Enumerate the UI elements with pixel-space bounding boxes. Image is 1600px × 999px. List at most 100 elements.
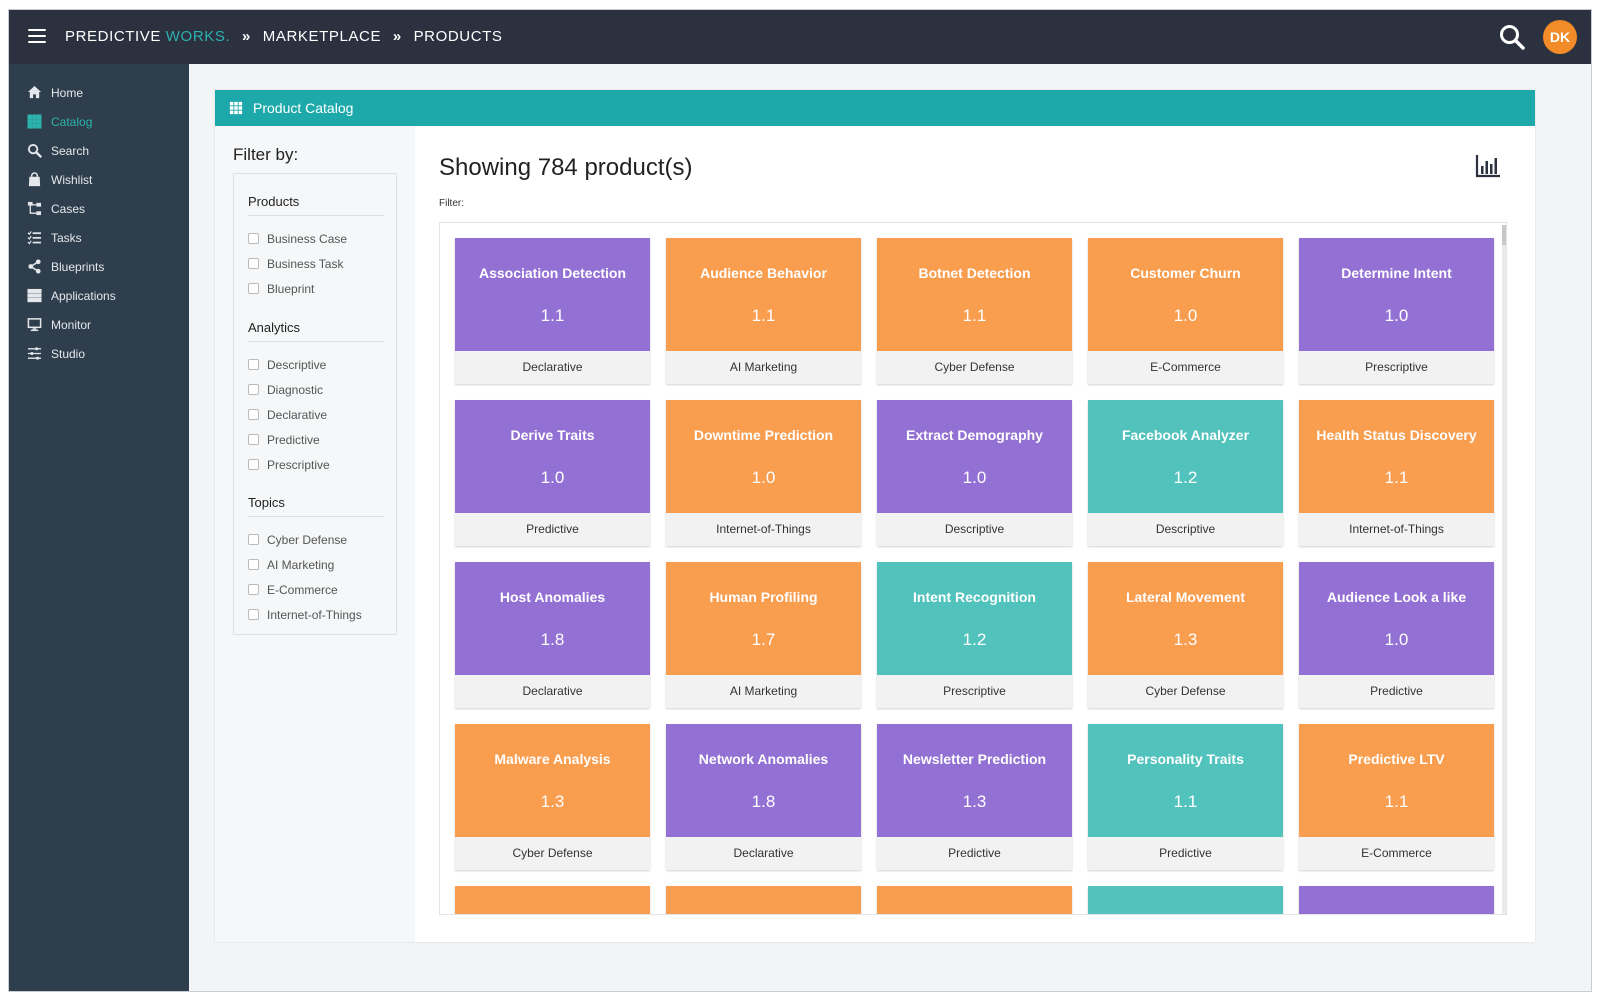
- checkbox[interactable]: [248, 534, 259, 545]
- checkbox[interactable]: [248, 409, 259, 420]
- product-tile[interactable]: Personality Traits 1.1 Predictive: [1088, 724, 1283, 870]
- sitemap-icon: [26, 201, 42, 217]
- product-grid-container[interactable]: Association Detection 1.1 Declarative Audie…: [439, 222, 1507, 915]
- filter-checkbox-ai-marketing[interactable]: AI Marketing: [248, 552, 384, 577]
- breadcrumb-separator-icon: »: [392, 28, 402, 45]
- product-tile[interactable]: Health Status Discovery 1.1 Internet-of-Th…: [1299, 400, 1494, 546]
- checkbox[interactable]: [248, 559, 259, 570]
- filter-checkbox-declarative[interactable]: Declarative: [248, 402, 384, 427]
- breadcrumb-marketplace[interactable]: MARKETPLACE: [262, 28, 382, 45]
- product-version: 1.8: [540, 630, 565, 649]
- checkbox[interactable]: [248, 233, 259, 244]
- product-tile[interactable]: Predictive LTV 1.1 E-Commerce: [1299, 724, 1494, 870]
- brand-name[interactable]: PREDICTIVE: [65, 28, 162, 45]
- product-tile[interactable]: Determine Intent 1.0 Prescriptive: [1299, 238, 1494, 384]
- product-tile[interactable]: Derive Traits 1.0 Predictive: [455, 400, 650, 546]
- product-name: Audience Behavior: [700, 265, 827, 281]
- sidebar-item-label: Home: [51, 85, 84, 100]
- sidebar-item-blueprints[interactable]: Blueprints: [9, 252, 189, 281]
- breadcrumb-products[interactable]: PRODUCTS: [413, 28, 503, 45]
- product-tile[interactable]: Newsletter Prediction 1.3 Predictive: [877, 724, 1072, 870]
- product-name: Health Status Discovery: [1316, 427, 1477, 443]
- product-tile[interactable]: Audience Behavior 1.1 AI Marketing: [666, 238, 861, 384]
- product-tile[interactable]: Intent Recognition 1.2 Prescriptive: [877, 562, 1072, 708]
- filter-checkbox-e-commerce[interactable]: E-Commerce: [248, 577, 384, 602]
- filter-checkbox-predictive[interactable]: Predictive: [248, 427, 384, 452]
- filter-panel: Filter by: Products Business Case Busine…: [215, 126, 415, 942]
- product-tile[interactable]: Customer Churn 1.0 E-Commerce: [1088, 238, 1283, 384]
- filter-label: Filter:: [439, 198, 464, 209]
- product-category: Predictive: [455, 513, 650, 546]
- checkbox[interactable]: [248, 359, 259, 370]
- product-tile-header: [455, 886, 650, 914]
- product-category: Predictive: [1088, 837, 1283, 870]
- sidebar-item-wishlist[interactable]: Wishlist: [9, 165, 189, 194]
- product-version: 1.0: [540, 468, 565, 487]
- checkbox[interactable]: [248, 384, 259, 395]
- product-tile[interactable]: [455, 886, 650, 914]
- filter-checkbox-descriptive[interactable]: Descriptive: [248, 352, 384, 377]
- product-category: Cyber Defense: [1088, 675, 1283, 708]
- filter-checkbox-blueprint[interactable]: Blueprint: [248, 276, 384, 301]
- top-bar: PREDICTIVE WORKS. » MARKETPLACE » PRODUC…: [9, 10, 1591, 64]
- filter-checkbox-diagnostic[interactable]: Diagnostic: [248, 377, 384, 402]
- bar-chart-icon[interactable]: [1475, 154, 1501, 178]
- filter-item-label: Business Task: [267, 256, 344, 271]
- product-tile-header: Audience Look a like 1.0: [1299, 562, 1494, 675]
- search-icon[interactable]: [1498, 23, 1526, 51]
- product-tile[interactable]: Network Anomalies 1.8 Declarative: [666, 724, 861, 870]
- sidebar-item-home[interactable]: Home: [9, 78, 189, 107]
- product-name: Downtime Prediction: [693, 427, 834, 443]
- product-tile[interactable]: [877, 886, 1072, 914]
- product-tile[interactable]: [1088, 886, 1283, 914]
- sidebar-item-cases[interactable]: Cases: [9, 194, 189, 223]
- product-tile[interactable]: Lateral Movement 1.3 Cyber Defense: [1088, 562, 1283, 708]
- product-category: Predictive: [1299, 675, 1494, 708]
- product-category: Prescriptive: [1299, 351, 1494, 384]
- sidebar-item-catalog[interactable]: Catalog: [9, 107, 189, 136]
- product-tile[interactable]: Human Profiling 1.7 AI Marketing: [666, 562, 861, 708]
- product-tile-header: Personality Traits 1.1: [1088, 724, 1283, 837]
- product-tile[interactable]: Malware Analysis 1.3 Cyber Defense: [455, 724, 650, 870]
- sidebar-item-applications[interactable]: Applications: [9, 281, 189, 310]
- filter-checkbox-prescriptive[interactable]: Prescriptive: [248, 452, 384, 477]
- scrollbar[interactable]: [1502, 225, 1506, 914]
- checkbox[interactable]: [248, 434, 259, 445]
- product-name: Audience Look a like: [1326, 589, 1467, 605]
- product-tile-header: Lateral Movement 1.3: [1088, 562, 1283, 675]
- product-tile[interactable]: Association Detection 1.1 Declarative: [455, 238, 650, 384]
- sidebar-item-studio[interactable]: Studio: [9, 339, 189, 368]
- filter-checkbox-cyber-defense[interactable]: Cyber Defense: [248, 527, 384, 552]
- product-version: 1.0: [1384, 306, 1409, 325]
- sidebar-item-search[interactable]: Search: [9, 136, 189, 165]
- product-version: 1.2: [1173, 468, 1198, 487]
- product-tile[interactable]: Audience Look a like 1.0 Predictive: [1299, 562, 1494, 708]
- brand-accent[interactable]: WORKS.: [165, 28, 231, 45]
- sidebar-item-monitor[interactable]: Monitor: [9, 310, 189, 339]
- menu-icon[interactable]: [28, 29, 46, 45]
- product-name: Botnet Detection: [918, 265, 1031, 281]
- avatar[interactable]: DK: [1543, 20, 1577, 54]
- filter-group-title: Topics: [248, 495, 384, 517]
- filter-group-title: Analytics: [248, 320, 384, 342]
- filter-group-topics: Topics Cyber Defense AI Marketing E-Comm…: [248, 495, 384, 627]
- product-tile-header: Facebook Analyzer 1.2: [1088, 400, 1283, 513]
- product-tile-header: Network Anomalies 1.8: [666, 724, 861, 837]
- filter-checkbox-business-case[interactable]: Business Case: [248, 226, 384, 251]
- filter-checkbox-business-task[interactable]: Business Task: [248, 251, 384, 276]
- checkbox[interactable]: [248, 258, 259, 269]
- checkbox[interactable]: [248, 459, 259, 470]
- checkbox[interactable]: [248, 283, 259, 294]
- filter-group-products: Products Business Case Business Task Blu…: [248, 194, 384, 301]
- product-tile[interactable]: Botnet Detection 1.1 Cyber Defense: [877, 238, 1072, 384]
- product-tile[interactable]: [666, 886, 861, 914]
- checkbox[interactable]: [248, 609, 259, 620]
- product-tile[interactable]: [1299, 886, 1494, 914]
- sidebar-item-tasks[interactable]: Tasks: [9, 223, 189, 252]
- product-tile[interactable]: Host Anomalies 1.8 Declarative: [455, 562, 650, 708]
- product-tile[interactable]: Extract Demography 1.0 Descriptive: [877, 400, 1072, 546]
- product-tile[interactable]: Downtime Prediction 1.0 Internet-of-Things: [666, 400, 861, 546]
- product-tile[interactable]: Facebook Analyzer 1.2 Descriptive: [1088, 400, 1283, 546]
- filter-checkbox-internet-of-things[interactable]: Internet-of-Things: [248, 602, 384, 627]
- checkbox[interactable]: [248, 584, 259, 595]
